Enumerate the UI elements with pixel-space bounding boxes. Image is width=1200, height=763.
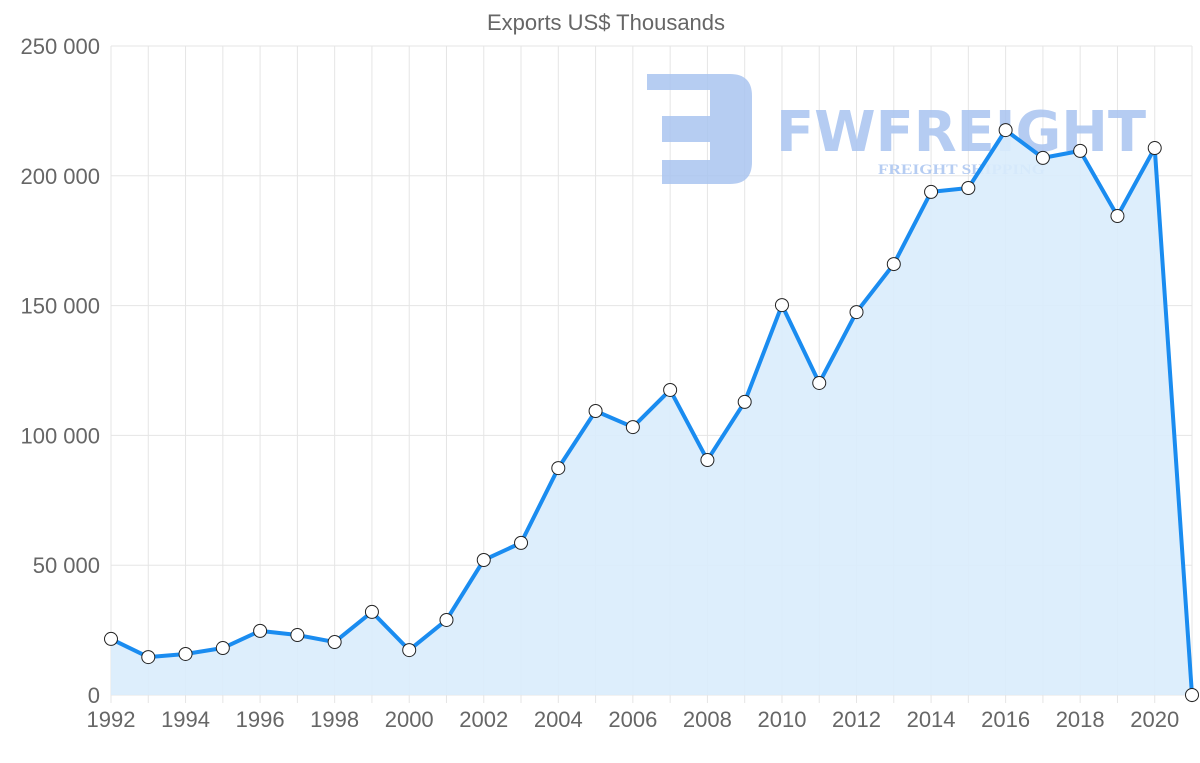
y-axis: 0 50 000 100 000 150 000 200 000 250 000 [20,34,100,708]
x-tick-label: 2016 [981,707,1030,732]
x-tick-label: 2020 [1130,707,1179,732]
data-point [812,375,827,390]
x-tick-label: 1992 [87,707,136,732]
logo-mark [647,74,752,184]
y-tick-label: 250 000 [20,34,100,59]
x-tick-label: 2000 [385,707,434,732]
data-point [253,623,268,638]
y-tick-label: 0 [88,683,100,708]
y-tick-label: 50 000 [33,553,100,578]
data-point [551,461,566,476]
x-tick-label: 2012 [832,707,881,732]
data-point [1110,209,1125,224]
x-tick-label: 1994 [161,707,210,732]
x-tick-label: 1996 [236,707,285,732]
chart-title: Exports US$ Thousands [487,10,725,35]
x-axis: 1992 1994 1996 1998 2000 2002 2004 2006 2008 2010… [87,707,1180,732]
y-tick-label: 100 000 [20,423,100,448]
y-tick-label: 200 000 [20,164,100,189]
y-tick-label: 150 000 [20,294,100,319]
data-point [663,382,678,397]
logo-brand: FWFREIGHT [776,100,1146,165]
data-point [737,394,752,409]
data-point [178,646,193,661]
x-tick-label: 2010 [757,707,806,732]
data-point [1147,141,1162,156]
data-points [104,123,1199,702]
data-point [886,257,901,272]
data-point [104,631,118,646]
data-point [327,635,342,650]
data-point [514,535,529,550]
data-point [700,453,715,468]
data-point [588,403,603,418]
data-point [849,305,864,320]
area-fill [111,130,1192,695]
data-point [924,184,939,199]
data-point [402,643,417,658]
x-tick-label: 2004 [534,707,583,732]
x-tick-label: 1998 [310,707,359,732]
data-point [476,553,491,568]
data-point [998,123,1013,138]
x-tick-label: 2002 [459,707,508,732]
x-tick-label: 2008 [683,707,732,732]
data-point [774,298,789,313]
data-point [625,420,640,435]
data-point [364,604,379,619]
data-point [961,181,976,196]
data-point [439,612,454,627]
x-tick-label: 2018 [1056,707,1105,732]
data-point [215,641,230,656]
x-tick-label: 2006 [608,707,657,732]
data-point [1073,143,1088,158]
data-point [290,628,305,643]
x-tick-label: 2014 [907,707,956,732]
data-point [1035,150,1050,165]
data-point [1185,688,1199,702]
data-point [141,650,156,665]
